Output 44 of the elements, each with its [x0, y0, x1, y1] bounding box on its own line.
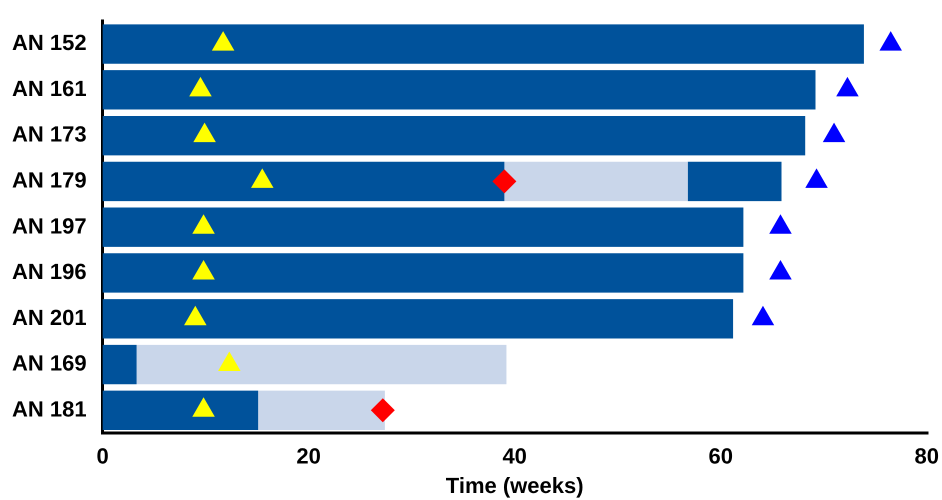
bar [136, 344, 506, 384]
x-tick-label: 40 [502, 443, 527, 468]
point [805, 168, 828, 188]
point [879, 31, 902, 51]
point [192, 214, 215, 234]
y-tick-label: AN 173 [12, 122, 87, 147]
point [251, 168, 274, 188]
bar [688, 162, 782, 202]
point [836, 76, 859, 96]
x-tick-label: 80 [914, 443, 940, 468]
bar [258, 390, 385, 430]
x-tick-label: 20 [296, 443, 321, 468]
bar [102, 208, 744, 247]
bar [102, 344, 137, 384]
point [822, 122, 846, 142]
y-tick-label: AN 197 [12, 213, 87, 238]
bar [102, 253, 744, 293]
y-tick-label: AN 152 [12, 30, 87, 56]
bar [504, 162, 688, 202]
y-tick-label: AN 201 [12, 304, 87, 330]
point [189, 76, 212, 96]
point [218, 352, 241, 372]
bar [102, 299, 734, 338]
bar [102, 390, 258, 430]
point [212, 31, 234, 51]
y-tick-label: AN 179 [12, 167, 87, 192]
y-tick-label: AN 161 [12, 76, 87, 101]
y-tick-label: AN 196 [12, 259, 87, 284]
point [752, 306, 774, 326]
y-tick-label: AN 169 [12, 350, 87, 376]
point [192, 260, 215, 280]
x-tick-label: 60 [708, 443, 733, 468]
bar [102, 162, 504, 202]
point [769, 214, 792, 234]
x-axis-title: Time (weeks) [446, 472, 584, 498]
bar [102, 24, 864, 64]
point [193, 122, 216, 142]
point [192, 397, 215, 417]
point [769, 260, 792, 280]
point [184, 306, 207, 326]
y-tick-label: AN 181 [12, 396, 87, 422]
bar [102, 70, 816, 110]
x-tick-label: 0 [96, 443, 109, 468]
bar [102, 116, 806, 156]
